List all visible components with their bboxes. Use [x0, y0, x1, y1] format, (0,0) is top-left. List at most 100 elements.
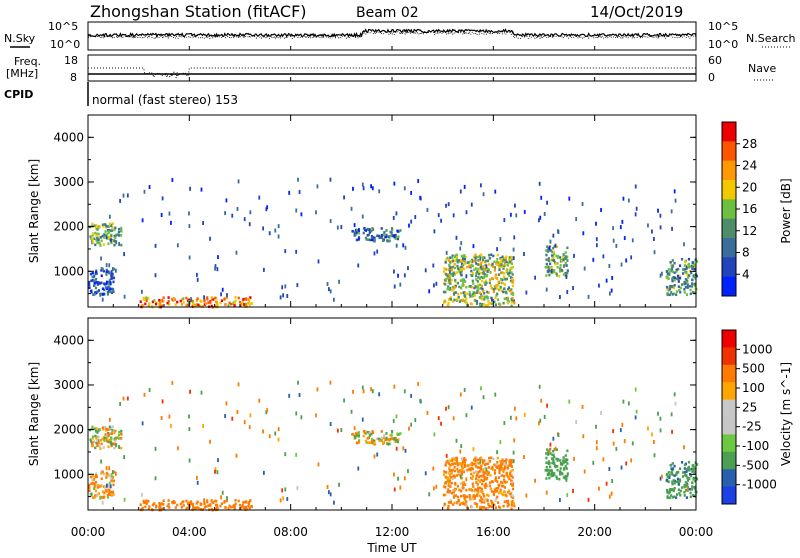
power-echo-cell	[361, 214, 364, 219]
velocity-echo-cell	[206, 500, 209, 504]
power-echo-cell	[451, 256, 454, 259]
velocity-echo-cell	[681, 475, 685, 478]
power-echo-cell	[376, 249, 379, 254]
velocity-echo-cell	[687, 479, 690, 482]
velocity-echo-cell	[108, 425, 111, 429]
velocity-echo-cell	[112, 479, 116, 483]
velocity-echo-cell	[480, 464, 483, 468]
velocity-echo-cell	[675, 473, 678, 476]
velocity-echo-cell	[470, 472, 473, 476]
y-tick-label: 2000	[53, 220, 84, 234]
velocity-echo-cell	[491, 501, 495, 505]
velocity-echo-cell	[105, 476, 108, 479]
velocity-echo-cell	[111, 470, 114, 475]
velocity-echo-cell	[460, 489, 463, 493]
power-echo-cell	[403, 273, 406, 278]
power-echo-cell	[476, 289, 479, 293]
power-echo-cell	[500, 258, 503, 261]
velocity-echo-cell	[446, 480, 449, 483]
power-echo-cell	[190, 297, 192, 302]
velocity-echo-cell	[100, 442, 103, 446]
velocity-echo-cell	[684, 473, 687, 477]
power-echo-cell	[474, 262, 478, 265]
velocity-echo-cell	[277, 427, 280, 432]
power-echo-cell	[139, 300, 142, 303]
velocity-echo-cell	[549, 452, 552, 455]
power-echo-cell	[410, 219, 413, 224]
velocity-echo-cell	[477, 473, 480, 477]
power-echo-cell	[336, 225, 339, 230]
velocity-echo-cell	[491, 465, 494, 469]
velocity-echo-cell	[510, 479, 513, 482]
velocity-echo-cell	[447, 405, 450, 410]
velocity-echo-cell	[182, 504, 185, 507]
power-echo-cell	[365, 238, 368, 241]
velocity-echo-cell	[550, 457, 554, 460]
power-echo-cell	[353, 223, 356, 228]
power-echo-cell	[143, 189, 146, 194]
velocity-echo-cell	[666, 490, 669, 493]
velocity-echo-cell	[671, 473, 674, 476]
velocity-echo-cell	[295, 452, 298, 457]
power-echo-cell	[387, 239, 390, 243]
velocity-echo-cell	[512, 450, 515, 455]
velocity-echo-cell	[147, 507, 150, 511]
power-echo-cell	[453, 286, 456, 289]
velocity-echo-cell	[608, 494, 611, 499]
velocity-echo-cell	[108, 431, 111, 435]
power-echo-cell	[595, 243, 598, 248]
velocity-echo-cell	[506, 501, 509, 504]
power-echo-cell	[385, 229, 388, 232]
power-echo-cell	[551, 269, 554, 273]
power-echo-cell	[460, 241, 463, 246]
power-echo-cell	[454, 291, 457, 294]
velocity-echo-cell	[361, 385, 364, 390]
velocity-echo-cell	[477, 462, 480, 465]
power-echo-cell	[449, 282, 452, 285]
power-echo-cell	[296, 283, 299, 288]
power-echo-cell	[665, 269, 669, 273]
power-echo-cell	[556, 254, 560, 258]
power-echo-cell	[465, 285, 468, 289]
velocity-echo-cell	[126, 396, 129, 401]
velocity-echo-cell	[120, 433, 123, 436]
power-echo-cell	[123, 294, 126, 299]
power-echo-cell	[493, 300, 496, 304]
velocity-echo-cell	[192, 506, 196, 510]
power-echo-cell	[453, 273, 456, 276]
velocity-echo-cell	[547, 462, 550, 466]
velocity-echo-cell	[209, 504, 212, 507]
velocity-echo-cell	[241, 503, 244, 507]
power-echo-cell	[564, 251, 567, 254]
velocity-echo-cell	[189, 389, 192, 394]
power-echo-cell	[448, 263, 451, 267]
power-echo-cell	[393, 234, 396, 237]
velocity-echo-cell	[688, 469, 691, 472]
power-echo-cell	[469, 265, 472, 269]
power-echo-cell	[690, 264, 693, 268]
power-echo-cell	[100, 281, 103, 285]
velocity-echo-cell	[248, 425, 251, 430]
velocity-echo-cell	[494, 499, 497, 503]
velocity-echo-cell	[380, 436, 384, 440]
velocity-echo-cell	[141, 492, 143, 497]
velocity-echo-cell	[120, 429, 123, 433]
power-echo-cell	[476, 255, 480, 259]
power-echo-cell	[110, 274, 113, 277]
velocity-echo-cell	[200, 390, 203, 395]
power-echo-cell	[502, 267, 505, 270]
power-echo-cell	[284, 284, 287, 289]
power-echo-cell	[690, 271, 693, 275]
power-echo-cell	[479, 302, 482, 306]
velocity-echo-cell	[683, 467, 686, 470]
nave-bottom-tick: 0	[708, 71, 715, 84]
power-echo-cell	[691, 278, 694, 282]
power-echo-cell	[683, 291, 686, 294]
velocity-echo-cell	[186, 506, 189, 510]
power-echo-cell	[474, 285, 477, 288]
velocity-echo-cell	[387, 438, 390, 441]
velocity-echo-cell	[490, 500, 493, 505]
velocity-echo-cell	[477, 470, 480, 474]
velocity-echo-cell	[389, 433, 392, 437]
velocity-echo-cell	[456, 462, 459, 466]
